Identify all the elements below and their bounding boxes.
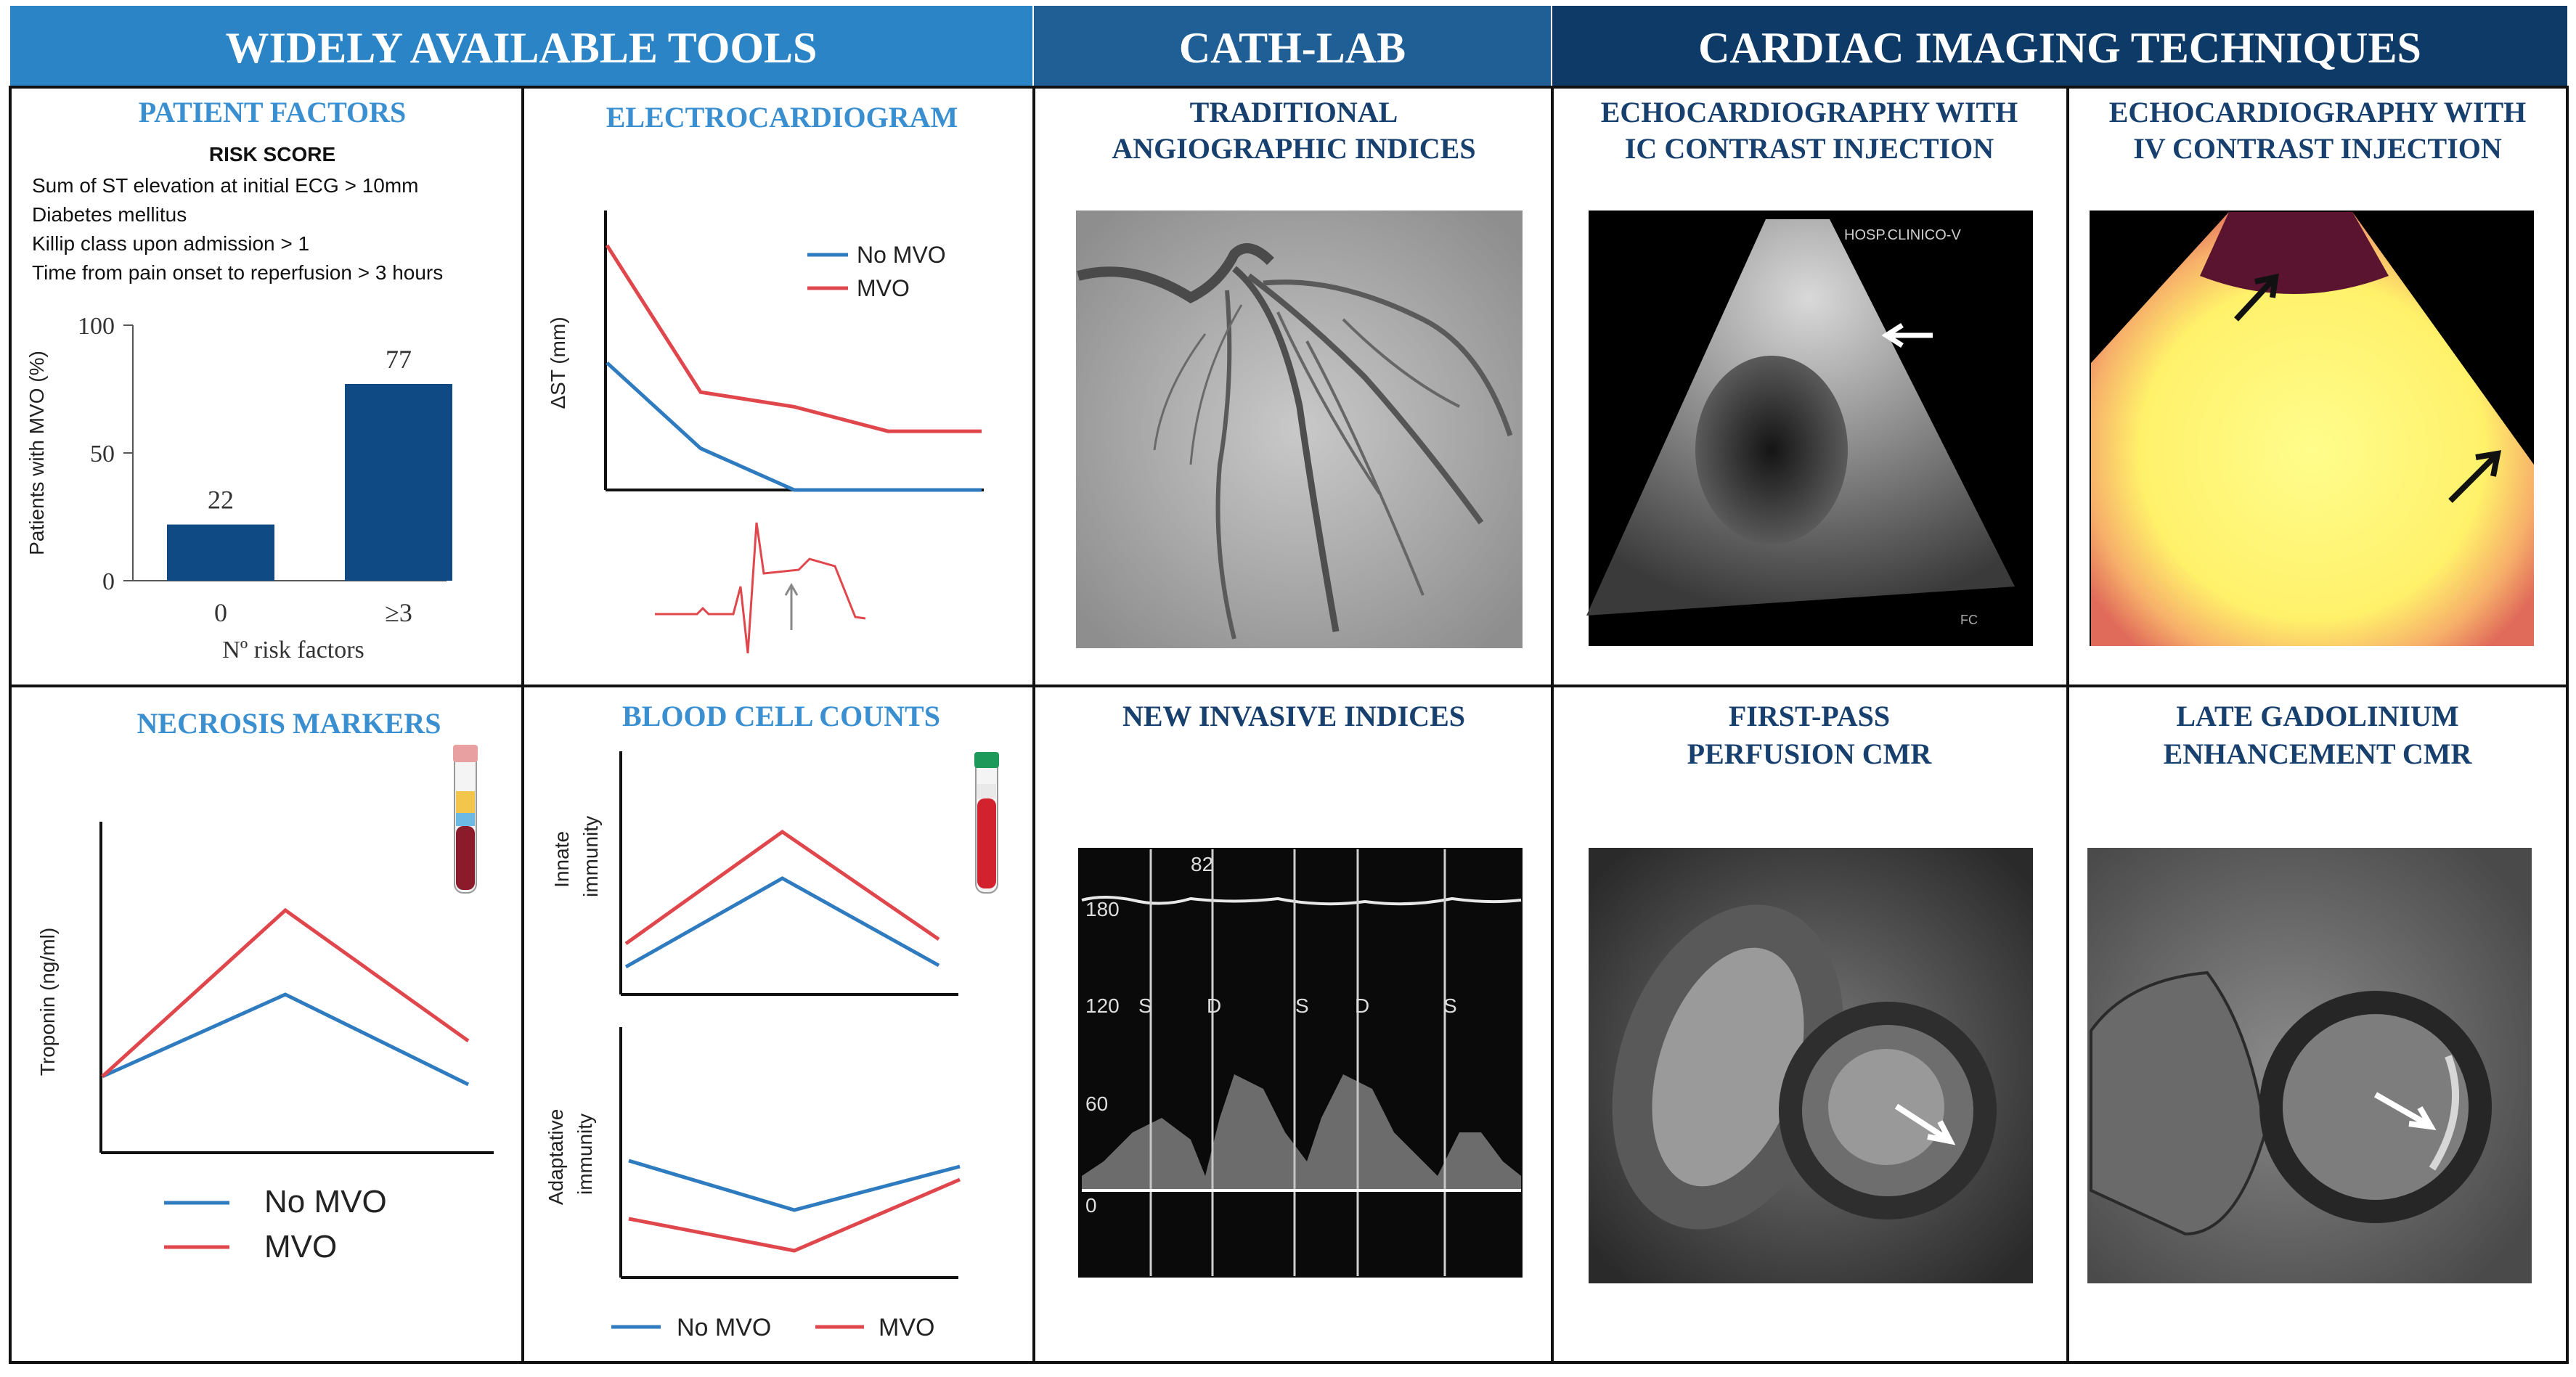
- risk-item: Sum of ST elevation at initial ECG > 10m…: [32, 174, 419, 197]
- risk-score-heading: RISK SCORE: [209, 143, 335, 166]
- legend-no-mvo: No MVO: [677, 1314, 771, 1341]
- first-pass-title-line: PERFUSION CMR: [1687, 737, 1933, 770]
- late-gad-title-line: LATE GADOLINIUM: [2176, 700, 2458, 732]
- necrosis-markers-title: NECROSIS MARKERS: [137, 707, 441, 740]
- echo-iv-title-line: IV CONTRAST INJECTION: [2133, 132, 2502, 165]
- banner-cardiac-imaging-techniques: CARDIAC IMAGING TECHNIQUES: [1698, 24, 2421, 72]
- doppler-flow-image: 82 180 120 60 0 S D S D S: [1078, 848, 1523, 1278]
- late-gad-title-line: ENHANCEMENT CMR: [2164, 737, 2473, 770]
- patient-factors-title: PATIENT FACTORS: [139, 96, 407, 128]
- panel-late-gadolinium: LATE GADOLINIUM ENHANCEMENT CMR: [2087, 700, 2532, 1283]
- echo-watermark: HOSP.CLINICO-V: [1844, 227, 1961, 243]
- ecg-y-label: ΔST (mm): [547, 316, 569, 409]
- panel-blood-cell-counts: BLOOD CELL COUNTS Innate immunity Adapta…: [545, 700, 999, 1341]
- bar-3plus-risk-factors: [345, 384, 452, 581]
- blood-tube-icon: [974, 752, 999, 893]
- doppler-peak-label: 82: [1191, 853, 1213, 875]
- first-pass-cmr-image: [1573, 848, 2033, 1283]
- ecg-legend: No MVO MVO: [807, 242, 946, 301]
- innate-mvo-line: [626, 832, 939, 944]
- echo-ic-image: HOSP.CLINICO-V FC: [1586, 211, 2033, 646]
- st-elevation-arrow-icon: [786, 585, 797, 630]
- electrocardiogram-title: ELECTROCARDIOGRAM: [606, 101, 958, 134]
- late-gadolinium-cmr-image: [2087, 848, 2532, 1283]
- panel-echo-ic-contrast: ECHOCARDIOGRAPHY WITH IC CONTRAST INJECT…: [1586, 96, 2033, 646]
- legend-mvo: MVO: [857, 275, 910, 301]
- echo-ic-title-line: ECHOCARDIOGRAPHY WITH: [1601, 96, 2018, 128]
- new-invasive-title: NEW INVASIVE INDICES: [1122, 700, 1465, 732]
- header-banners: WIDELY AVAILABLE TOOLS CATH-LAB CARDIAC …: [10, 6, 2567, 86]
- troponin-y-label: Troponin (ng/ml): [36, 928, 59, 1076]
- troponin-no-mvo-line: [102, 994, 468, 1084]
- doppler-phase-label: D: [1207, 994, 1221, 1017]
- bar-0-risk-factors: [167, 525, 274, 581]
- doppler-phase-label: S: [1443, 994, 1457, 1017]
- legend-no-mvo: No MVO: [264, 1184, 387, 1219]
- legend-mvo: MVO: [879, 1314, 934, 1341]
- traditional-title-line: ANGIOGRAPHIC INDICES: [1112, 132, 1475, 165]
- panel-echo-iv-contrast: ECHOCARDIOGRAPHY WITH IV CONTRAST INJECT…: [2090, 96, 2534, 646]
- doppler-scale-label: 180: [1085, 898, 1120, 920]
- angiogram-image: [1076, 211, 1523, 648]
- first-pass-title-line: FIRST-PASS: [1729, 700, 1890, 732]
- panel-patient-factors: PATIENT FACTORS RISK SCORE Sum of ST ele…: [25, 96, 452, 663]
- x-tick-label: 0: [214, 598, 227, 627]
- doppler-scale-label: 60: [1085, 1092, 1108, 1115]
- y-tick-label: 100: [78, 313, 115, 340]
- risk-item: Diabetes mellitus: [32, 203, 187, 226]
- panel-traditional-angiographic: TRADITIONAL ANGIOGRAPHIC INDICES: [1076, 96, 1523, 648]
- risk-item: Killip class upon admission > 1: [32, 232, 309, 255]
- panel-electrocardiogram: ELECTROCARDIOGRAM ΔST (mm) No MVO MVO: [547, 101, 984, 653]
- echo-corner-label: FC: [1960, 613, 1978, 627]
- panel-first-pass-perfusion: FIRST-PASS PERFUSION CMR: [1573, 700, 2033, 1283]
- legend-no-mvo: No MVO: [857, 242, 946, 268]
- ecg-mvo-line: [607, 245, 982, 431]
- blood-legend: No MVO MVO: [611, 1314, 934, 1341]
- echo-ic-title-line: IC CONTRAST INJECTION: [1625, 132, 1994, 165]
- banner-cath-lab: CATH-LAB: [1179, 24, 1406, 72]
- innate-no-mvo-line: [626, 878, 939, 967]
- doppler-phase-label: S: [1138, 994, 1152, 1017]
- adaptive-y-label-word: Adaptative: [545, 1109, 567, 1205]
- bar-value-label: 22: [208, 486, 234, 515]
- echo-iv-image: [2090, 211, 2534, 646]
- echo-iv-title-line: ECHOCARDIOGRAPHY WITH: [2109, 96, 2527, 128]
- banner-widely-available-tools: WIDELY AVAILABLE TOOLS: [226, 24, 818, 72]
- blood-cell-counts-title: BLOOD CELL COUNTS: [622, 700, 940, 732]
- doppler-phase-label: S: [1295, 994, 1309, 1017]
- doppler-scale-label: 120: [1085, 994, 1120, 1017]
- bar-chart-x-label: Nº risk factors: [222, 637, 364, 663]
- doppler-phase-label: D: [1355, 994, 1369, 1017]
- y-tick-label: 0: [102, 568, 115, 595]
- panel-new-invasive-indices: NEW INVASIVE INDICES 82 180 120 60 0 S D…: [1078, 700, 1523, 1278]
- traditional-title-line: TRADITIONAL: [1190, 96, 1398, 128]
- innate-y-label-word: immunity: [579, 816, 602, 897]
- adaptive-y-label-word: immunity: [574, 1114, 596, 1195]
- bar-chart-y-label: Patients with MVO (%): [25, 351, 48, 555]
- mvo-bar-chart: 100 50 0 Patients with MVO (%) 22 77 0 ≥…: [25, 313, 452, 663]
- blood-tube-icon: [453, 745, 478, 893]
- doppler-scale-label: 0: [1085, 1194, 1097, 1217]
- risk-item: Time from pain onset to reperfusion > 3 …: [32, 261, 443, 284]
- necrosis-legend: No MVO MVO: [164, 1184, 387, 1264]
- adaptive-mvo-line: [629, 1180, 960, 1251]
- innate-y-label: Innate immunity: [550, 816, 602, 897]
- panel-necrosis-markers: NECROSIS MARKERS Troponin (ng/ml) No MVO…: [36, 707, 494, 1264]
- ecg-no-mvo-line: [607, 363, 982, 490]
- legend-mvo: MVO: [264, 1229, 337, 1264]
- adaptive-y-label: Adaptative immunity: [545, 1103, 596, 1205]
- y-tick-label: 50: [90, 441, 115, 467]
- innate-y-label-word: Innate: [550, 831, 573, 888]
- bar-value-label: 77: [386, 345, 412, 374]
- x-tick-label: ≥3: [385, 598, 412, 627]
- ecg-waveform-icon: [655, 523, 865, 653]
